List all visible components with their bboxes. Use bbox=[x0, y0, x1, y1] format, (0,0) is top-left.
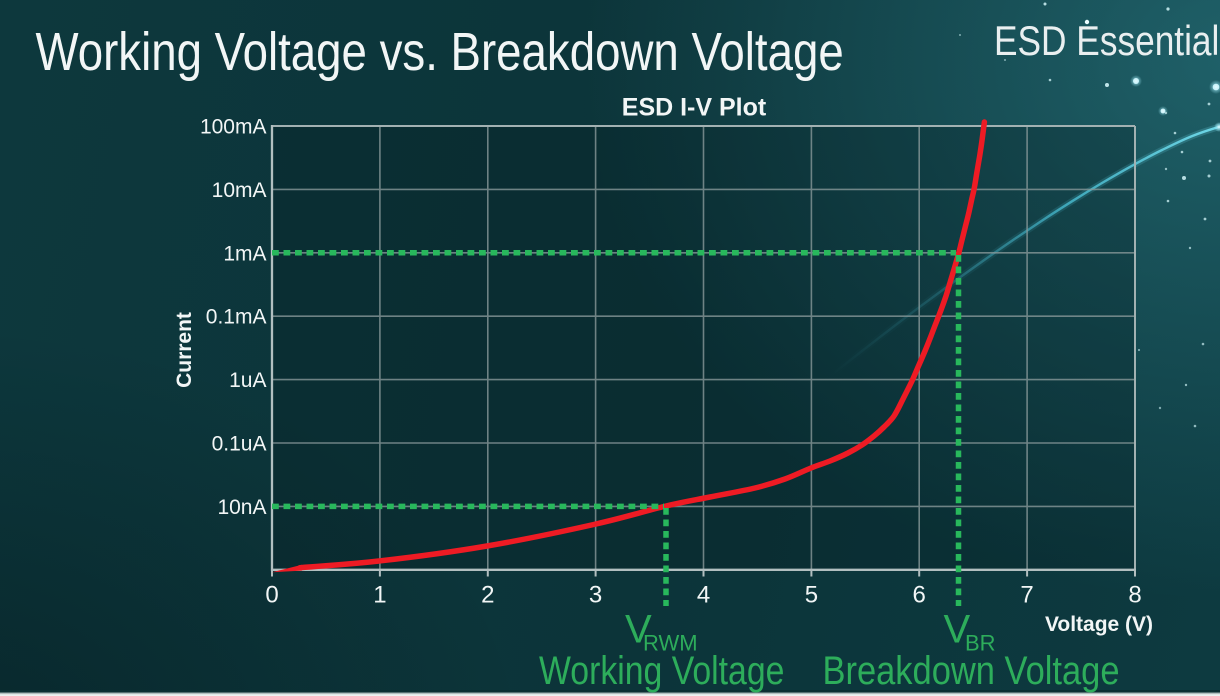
svg-text:ESD Essentials: ESD Essentials bbox=[994, 18, 1220, 65]
svg-text:BR: BR bbox=[965, 631, 996, 656]
svg-text:Working Voltage vs. Breakdown: Working Voltage vs. Breakdown Voltage bbox=[36, 21, 844, 81]
svg-text:6: 6 bbox=[913, 582, 926, 609]
svg-text:1: 1 bbox=[373, 582, 386, 609]
svg-text:1mA: 1mA bbox=[223, 242, 266, 265]
svg-text:4: 4 bbox=[697, 582, 710, 609]
svg-text:Voltage (V): Voltage (V) bbox=[1045, 613, 1153, 636]
svg-text:10mA: 10mA bbox=[212, 179, 267, 202]
svg-text:RWM: RWM bbox=[643, 631, 698, 656]
svg-text:Working Voltage: Working Voltage bbox=[539, 647, 784, 692]
svg-text:5: 5 bbox=[805, 582, 818, 609]
svg-text:ESD I-V Plot: ESD I-V Plot bbox=[622, 94, 767, 122]
svg-text:V: V bbox=[625, 608, 652, 652]
svg-text:0: 0 bbox=[265, 582, 278, 609]
svg-text:Current: Current bbox=[173, 312, 196, 388]
svg-text:2: 2 bbox=[481, 582, 494, 609]
svg-text:Breakdown Voltage: Breakdown Voltage bbox=[823, 648, 1120, 693]
svg-text:0.1mA: 0.1mA bbox=[206, 306, 267, 329]
svg-text:3: 3 bbox=[589, 582, 602, 609]
svg-text:1uA: 1uA bbox=[229, 369, 266, 392]
svg-text:10nA: 10nA bbox=[217, 496, 266, 519]
svg-text:8: 8 bbox=[1128, 582, 1141, 609]
svg-text:0.1uA: 0.1uA bbox=[212, 433, 267, 456]
svg-text:V: V bbox=[944, 608, 971, 652]
svg-text:100mA: 100mA bbox=[200, 116, 267, 139]
svg-text:7: 7 bbox=[1020, 582, 1033, 609]
